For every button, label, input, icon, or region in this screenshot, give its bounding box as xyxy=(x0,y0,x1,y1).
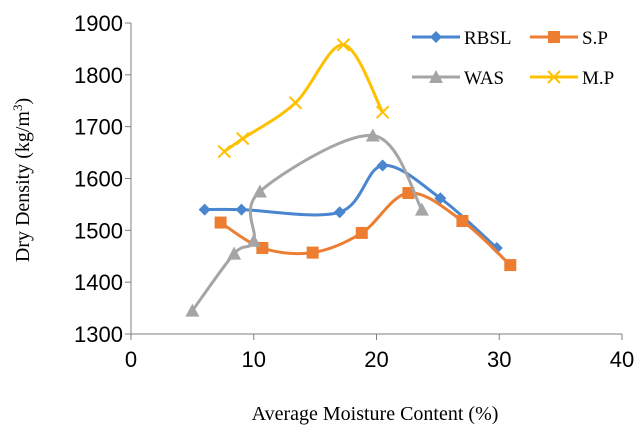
data-point-rbsl xyxy=(376,159,389,172)
data-point-m-p xyxy=(235,131,250,146)
data-point-m-p xyxy=(336,38,351,52)
data-point-s-p xyxy=(504,259,517,272)
data-point-s-p xyxy=(456,215,469,228)
data-point-was xyxy=(246,233,261,247)
data-point-rbsl xyxy=(235,203,248,216)
data-point-was xyxy=(252,184,267,198)
x-tick-label: 40 xyxy=(610,347,634,372)
y-axis-title-sup: 3 xyxy=(10,105,25,112)
y-axis-title-main: Dry Density (kg/m xyxy=(12,111,34,263)
data-point-was xyxy=(414,202,429,216)
x-tick-label: 20 xyxy=(364,347,388,372)
data-point-m-p xyxy=(375,105,390,119)
axes: 1300 1400 1500 1600 1700 1800 1900 0 10 20 30 40 xyxy=(74,11,634,372)
legend-label-was: WAS xyxy=(464,68,504,89)
y-tick-label: 1500 xyxy=(74,218,123,243)
series-was xyxy=(185,128,429,317)
legend: RBSL S.P WAS M.P xyxy=(412,28,614,89)
series-m-p xyxy=(217,38,390,159)
series-s-p xyxy=(214,187,517,272)
data-point-rbsl xyxy=(333,206,346,219)
series-rbsl xyxy=(198,159,503,254)
data-point-rbsl xyxy=(198,203,211,216)
x-tick-label: 0 xyxy=(125,347,137,372)
data-point-m-p xyxy=(288,96,303,110)
legend-label-s-p: S.P xyxy=(582,28,608,49)
data-point-s-p xyxy=(306,246,319,259)
legend-marker-m-p xyxy=(547,70,561,84)
data-point-was xyxy=(227,246,242,260)
series-line-was xyxy=(191,133,424,312)
data-point-was xyxy=(185,303,200,317)
x-tick-label: 10 xyxy=(242,347,266,372)
data-point-s-p xyxy=(402,187,415,200)
data-point-m-p xyxy=(217,144,231,159)
y-tick-label: 1800 xyxy=(74,63,123,88)
legend-marker-rbsl xyxy=(430,31,442,43)
x-tick-label: 30 xyxy=(487,347,511,372)
legend-label-m-p: M.P xyxy=(582,68,614,89)
plot-area xyxy=(185,38,517,317)
data-point-s-p xyxy=(214,216,227,229)
y-axis-title: Dry Density (kg/m3) xyxy=(10,98,35,262)
data-point-rbsl xyxy=(434,192,447,205)
data-point-was xyxy=(365,128,380,142)
y-tick-label: 1600 xyxy=(74,167,123,192)
y-axis-title-close: ) xyxy=(12,98,34,105)
data-point-rbsl xyxy=(490,241,503,254)
x-axis-title: Average Moisture Content (%) xyxy=(252,403,499,425)
y-tick-label: 1400 xyxy=(74,270,123,295)
legend-marker-s-p xyxy=(548,31,560,43)
series-line-rbsl xyxy=(204,163,498,250)
legend-label-rbsl: RBSL xyxy=(464,28,512,49)
y-tick-label: 1900 xyxy=(74,11,123,36)
y-tick-label: 1300 xyxy=(74,322,123,347)
legend-marker-was xyxy=(429,70,443,83)
data-point-s-p xyxy=(355,226,368,239)
y-tick-label: 1700 xyxy=(74,115,123,140)
